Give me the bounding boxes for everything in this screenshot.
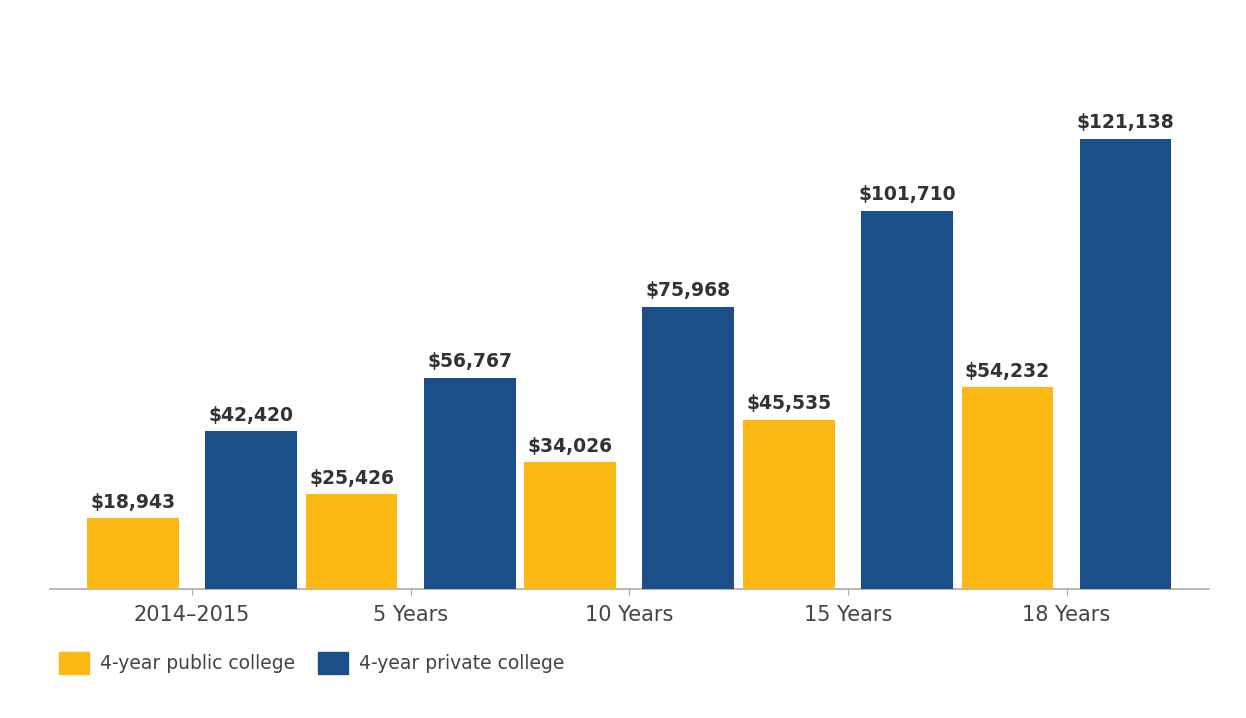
Text: $56,767: $56,767	[427, 353, 512, 371]
Text: $54,232: $54,232	[964, 362, 1050, 381]
Text: $121,138: $121,138	[1077, 113, 1175, 132]
Text: $75,968: $75,968	[645, 281, 731, 300]
Bar	[87, 518, 179, 589]
Text: $34,026: $34,026	[527, 437, 613, 456]
Bar	[861, 211, 953, 589]
Text: $25,426: $25,426	[309, 469, 394, 488]
Bar	[743, 419, 835, 589]
Text: $45,535: $45,535	[746, 394, 831, 413]
Text: $42,420: $42,420	[208, 406, 294, 424]
Bar	[1079, 139, 1171, 589]
Bar	[962, 387, 1053, 589]
Bar	[305, 494, 397, 589]
Bar	[643, 307, 734, 589]
Bar	[424, 378, 516, 589]
Text: $101,710: $101,710	[858, 185, 956, 205]
Text: $18,943: $18,943	[91, 493, 176, 512]
Legend: 4-year public college, 4-year private college: 4-year public college, 4-year private co…	[60, 652, 564, 673]
Bar	[525, 462, 616, 589]
Bar	[206, 432, 297, 589]
